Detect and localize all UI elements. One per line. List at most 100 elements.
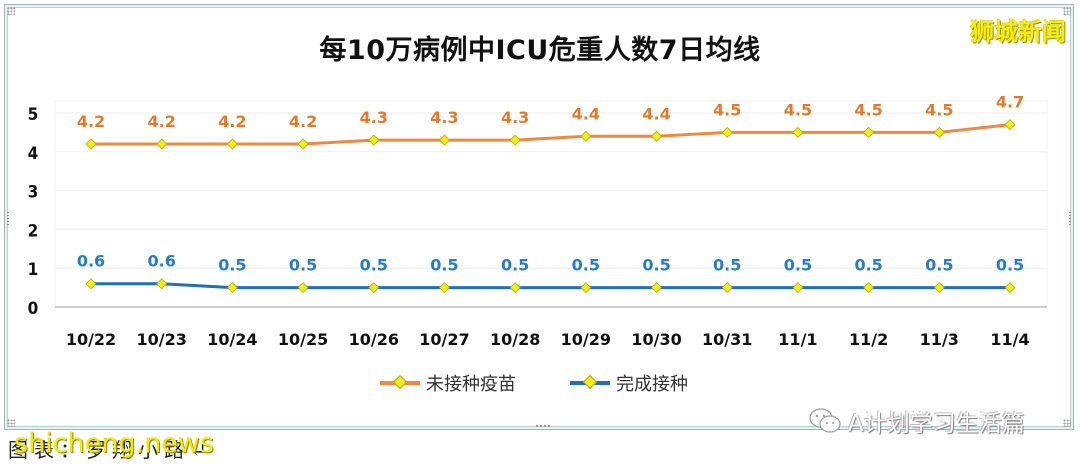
x-tick-label: 10/23 [137, 330, 187, 349]
data-label: 0.5 [289, 256, 317, 275]
legend-label: 完成接种 [616, 374, 688, 395]
x-tick-label: 10/27 [419, 330, 469, 349]
legend-item-unvaccinated: 未接种疫苗 [380, 370, 516, 396]
data-point-marker [85, 138, 97, 150]
data-point-marker [863, 126, 875, 138]
wechat-watermark: A计划学习生活篇 [808, 404, 1025, 438]
data-label: 4.7 [996, 93, 1024, 112]
data-point-marker [509, 134, 521, 146]
series-line [91, 123, 1011, 146]
frame-corner-handle[interactable] [1063, 419, 1071, 427]
data-label: 4.3 [501, 108, 529, 127]
x-tick-label: 11/2 [849, 330, 888, 349]
data-label: 4.2 [289, 112, 317, 131]
data-point-marker [438, 282, 450, 294]
data-point-marker [721, 282, 733, 294]
data-point-marker [1004, 282, 1016, 294]
x-tick-label: 10/31 [702, 330, 752, 349]
data-point-marker [580, 130, 592, 142]
frame-corner-handle[interactable] [1063, 7, 1071, 15]
data-label: 0.5 [925, 256, 953, 275]
data-point-marker [368, 134, 380, 146]
frame-side-handle-left[interactable] [6, 211, 10, 225]
x-tick-label: 10/24 [207, 330, 257, 349]
data-point-marker [1004, 119, 1016, 131]
data-label: 0.5 [713, 256, 741, 275]
data-point-marker [933, 282, 945, 294]
data-point-marker [156, 278, 168, 290]
data-point-marker [368, 282, 380, 294]
series-line [91, 282, 1010, 290]
data-label: 4.2 [148, 112, 176, 131]
data-label: 0.6 [77, 252, 105, 271]
y-tick-label: 0 [28, 299, 39, 319]
data-label: 0.5 [572, 256, 600, 275]
y-tick-label: 2 [28, 221, 39, 241]
x-tick-label: 10/22 [66, 330, 116, 349]
data-label: 4.4 [572, 104, 600, 123]
data-point-marker [933, 126, 945, 138]
data-label: 0.5 [360, 256, 388, 275]
legend-item-vaccinated: 完成接种 [570, 370, 688, 396]
frame-corner-handle[interactable] [7, 419, 15, 427]
data-label: 0.5 [430, 256, 458, 275]
legend-label: 未接种疫苗 [426, 374, 516, 395]
data-label: 0.5 [218, 256, 246, 275]
data-point-marker [438, 134, 450, 146]
chart-legend: 未接种疫苗 完成接种 [380, 370, 688, 396]
y-tick-label: 3 [28, 183, 39, 203]
data-label: 4.4 [642, 104, 670, 123]
diamond-marker-icon [392, 374, 408, 390]
data-point-marker [721, 126, 733, 138]
y-tick-label: 5 [28, 105, 39, 125]
frame-side-handle-bottom[interactable] [535, 424, 551, 428]
data-point-marker [226, 138, 238, 150]
chart-frame [4, 4, 1074, 430]
data-point-marker [651, 282, 663, 294]
legend-swatch-vaccinated [570, 374, 610, 390]
x-tick-label: 10/30 [631, 330, 681, 349]
data-label: 0.5 [996, 256, 1024, 275]
wechat-icon [809, 408, 841, 433]
data-label: 0.5 [854, 256, 882, 275]
diamond-marker-icon [582, 374, 598, 390]
figure-caption: 图表：罗翔小路↵ [8, 438, 213, 462]
data-label: 0.5 [501, 256, 529, 275]
y-tick-label: 4 [28, 144, 39, 164]
x-tick-label: 10/28 [490, 330, 540, 349]
frame-corner-handle[interactable] [7, 7, 15, 15]
x-tick-label: 11/3 [920, 330, 959, 349]
data-point-marker [226, 282, 238, 294]
data-point-marker [297, 138, 309, 150]
legend-swatch-unvaccinated [380, 374, 420, 390]
wechat-watermark-text: A计划学习生活篇 [848, 411, 1025, 437]
data-label: 4.5 [854, 100, 882, 119]
data-point-marker [863, 282, 875, 294]
frame-side-handle-right[interactable] [1068, 211, 1072, 225]
data-label: 0.5 [642, 256, 670, 275]
data-label: 4.3 [430, 108, 458, 127]
x-tick-label: 11/4 [990, 330, 1029, 349]
brand-watermark: 狮城新闻 [970, 18, 1066, 46]
chart-title: 每10万病例中ICU危重人数7日均线 [319, 35, 761, 66]
data-label: 4.5 [713, 100, 741, 119]
data-point-marker [509, 282, 521, 294]
data-label: 4.5 [925, 100, 953, 119]
data-label: 4.5 [784, 100, 812, 119]
data-point-marker [792, 126, 804, 138]
data-label: 4.3 [360, 108, 388, 127]
x-tick-label: 11/1 [778, 330, 817, 349]
data-label: 4.2 [218, 112, 246, 131]
site-watermark: shicheng.news [14, 428, 214, 459]
data-point-marker [792, 282, 804, 294]
data-label: 0.6 [148, 252, 176, 271]
x-tick-label: 10/25 [278, 330, 328, 349]
y-tick-label: 1 [28, 260, 39, 280]
data-label: 4.2 [77, 112, 105, 131]
data-point-marker [156, 138, 168, 150]
data-point-marker [651, 130, 663, 142]
data-point-marker [580, 282, 592, 294]
x-tick-label: 10/26 [349, 330, 399, 349]
x-tick-label: 10/29 [561, 330, 611, 349]
